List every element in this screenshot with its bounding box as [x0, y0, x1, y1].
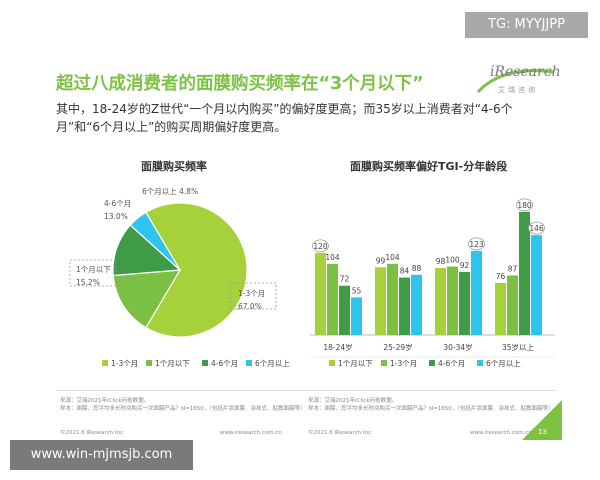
highlight-circle [528, 221, 545, 235]
bar [315, 252, 326, 335]
legend-label: 6个月以上 [486, 359, 521, 368]
bar-data-label: 92 [460, 261, 470, 270]
bar [447, 266, 458, 335]
pie-data-label: 4-6个月 [104, 199, 131, 208]
page-subtitle: 其中，18-24岁的Z世代“一个月以内购买”的偏好度更高；而35岁以上消费者对“… [56, 102, 513, 134]
legend-label: 4-6个月 [438, 359, 465, 368]
legend-label: 6个月以上 [255, 359, 290, 368]
footnote-copyright-left: ©2021.6 iResearch Inc [60, 430, 124, 436]
pie-slice [112, 269, 182, 329]
logo-subtext: 艾瑞咨询 [498, 86, 538, 94]
bar-data-label: 104 [325, 253, 340, 262]
pie-data-label: 15.2% [76, 278, 100, 287]
category-tick-label: 25-29岁 [383, 342, 412, 352]
pie-leader-line [119, 275, 127, 281]
pie-leader-line [229, 295, 239, 311]
footnote-source-left: 来源：艾瑞2021年iClick问卷数据。 [60, 398, 150, 404]
legend-swatch [102, 360, 108, 366]
bar-data-label: 123 [469, 240, 484, 249]
footnote-sample-right: 样本：面膜，您平均多长时间购买一次面膜产品？N=1650，（包括片状面膜、涂抹式… [308, 406, 554, 412]
bar [399, 277, 410, 335]
legend-swatch [146, 360, 152, 366]
bar-data-label: 100 [445, 256, 460, 265]
bar [459, 272, 470, 335]
footnote-copyright-right: ©2021.6 iResearch Inc [308, 430, 372, 436]
pie-chart: 1-3个月 67.0% 1个月以下 15.2% 4-6个月 13.0% 6个月以上 4.8%… [69, 187, 290, 368]
pie-data-label: 1-3个月 [238, 289, 265, 298]
bar-data-label: 104 [385, 253, 400, 262]
pie-slice [112, 224, 182, 277]
watermark-url-badge: www.win-mjmsjb.com [10, 440, 193, 470]
bar [507, 275, 518, 335]
bar-data-label: 87 [508, 264, 518, 273]
bar [471, 250, 482, 335]
iresearch-logo [476, 69, 555, 94]
footnote-sample-left: 样本：面膜，您平均多长时间购买一次面膜产品？N=1650，（包括片状面膜、涂抹式… [60, 406, 306, 412]
legend-swatch [246, 360, 252, 366]
legend-label: 1个月以下 [155, 359, 190, 368]
page-corner-triangle [522, 400, 562, 440]
bar-data-label: 146 [529, 224, 544, 233]
page-number: 13 [538, 428, 547, 436]
highlight-circle [468, 237, 485, 251]
bar [339, 285, 350, 335]
legend-swatch [477, 360, 483, 366]
bar-data-label: 72 [340, 275, 350, 284]
footer-divider [56, 390, 556, 391]
pie-slice [145, 202, 248, 338]
bar [411, 274, 422, 335]
bar-chart-title: 面膜购买频率偏好TGI-分年龄段 [350, 160, 508, 173]
bar-data-label: 99 [376, 256, 386, 265]
bar [327, 263, 338, 335]
bar [375, 267, 386, 335]
footnote-source-right: 来源：艾瑞2021年iClick问卷数据。 [308, 398, 398, 404]
bar [519, 211, 530, 335]
legend-swatch [429, 360, 435, 366]
legend-swatch [202, 360, 208, 366]
bar-data-label: 88 [412, 264, 422, 273]
pie-slice [129, 211, 181, 271]
category-tick-label: 18-24岁 [323, 342, 352, 352]
bar-data-label: 76 [496, 272, 506, 281]
bar [387, 263, 398, 335]
logo-text: iResearch [490, 64, 561, 80]
pie-chart-title: 面膜购买频率 [141, 160, 207, 173]
bar-data-label: 180 [517, 201, 532, 210]
pie-data-label: 1个月以下 [76, 265, 111, 274]
bar-data-label: 120 [313, 242, 328, 251]
category-tick-label: 30-34岁 [443, 342, 472, 352]
bar [351, 297, 362, 335]
legend-label: 1-3个月 [390, 359, 417, 368]
category-tick-label: 35岁以上 [502, 342, 535, 352]
pie-data-label: 67.0% [238, 302, 262, 311]
legend-label: 1-3个月 [111, 359, 138, 368]
page-title: 超过八成消费者的面膜购买频率在“3个月以下” [56, 74, 424, 94]
pie-data-label: 6个月以上 4.8% [142, 187, 198, 196]
bar-data-label: 84 [400, 267, 410, 276]
bar [435, 267, 446, 335]
footnote-url-right: www.iresearch.com.cn [470, 430, 532, 436]
footnote-url-left: www.iresearch.com.cn [220, 430, 282, 436]
bar-data-label: 98 [436, 257, 446, 266]
bar-data-label: 55 [352, 286, 362, 295]
highlight-circle [516, 198, 533, 212]
legend-swatch [381, 360, 387, 366]
highlight-circle [312, 239, 329, 253]
legend-label: 4-6个月 [211, 359, 238, 368]
watermark-tg-badge: TG: MYYJJPP [465, 12, 588, 38]
legend-swatch [329, 360, 335, 366]
bar [531, 235, 542, 335]
bar [495, 283, 506, 335]
pie-data-label: 13.0% [104, 212, 128, 221]
legend-label: 1个月以下 [338, 359, 373, 368]
